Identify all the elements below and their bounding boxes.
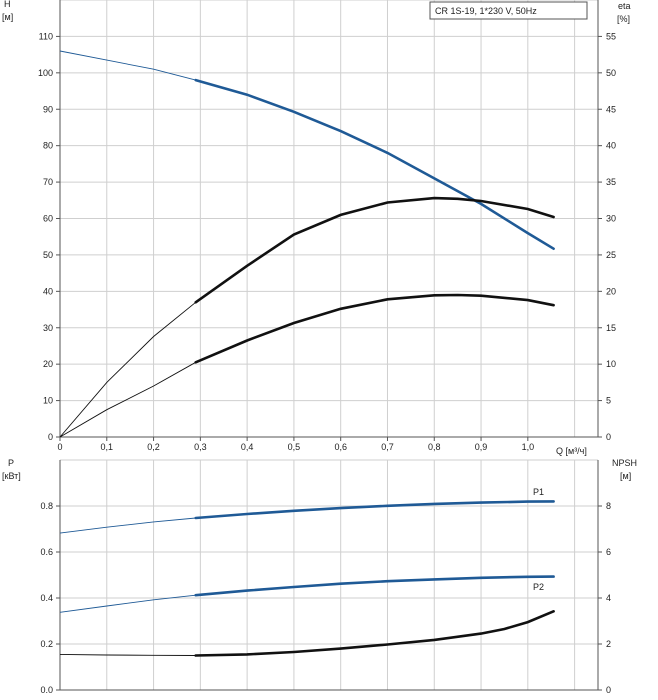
eta-tick-label: 5 — [606, 396, 611, 406]
series-curve-operating — [194, 196, 555, 304]
series-curve-operating — [194, 500, 555, 520]
power-tick-label: 0.4 — [40, 593, 53, 603]
series-curve-operating — [194, 78, 555, 250]
eta-tick-label: 35 — [606, 177, 616, 187]
power-tick-label: 0.2 — [40, 639, 53, 649]
npsh-tick-label: 4 — [606, 593, 611, 603]
npsh-tick-label: 6 — [606, 547, 611, 557]
x-tick-label: 0,8 — [428, 442, 441, 452]
x-tick-label: 0 — [57, 442, 62, 452]
x-tick-label: 0,9 — [475, 442, 488, 452]
eta-tick-label: 45 — [606, 104, 616, 114]
left-axis-label-h-unit: [м] — [2, 12, 13, 22]
series-curve-operating — [194, 293, 555, 364]
x-tick-label: 0,5 — [288, 442, 301, 452]
head-efficiency-ticks: 0 10 20 30 40 50 60 70 80 90 100 110 0 5 10 15 20 25 30 35 4… — [38, 31, 616, 452]
x-tick-label: 0,6 — [334, 442, 347, 452]
pump-title: CR 1S-19, 1*230 V, 50Hz — [435, 6, 537, 16]
series-curve-operating — [194, 575, 555, 597]
eta-tick-label: 55 — [606, 31, 616, 41]
power-npsh-axes — [59, 460, 599, 691]
x-tick-label: 0,4 — [241, 442, 254, 452]
power-npsh-series — [59, 500, 555, 657]
head-tick-label: 0 — [48, 432, 53, 442]
eta-tick-label: 50 — [606, 68, 616, 78]
right-axis-label-npsh: NPSH — [612, 458, 637, 468]
x-tick-label: 0,2 — [147, 442, 160, 452]
left-axis-label-p-unit: [кВт] — [2, 471, 21, 481]
series-label-p1: P1 — [533, 487, 544, 497]
x-tick-label: 1,0 — [522, 442, 535, 452]
series-label-p2: P2 — [533, 582, 544, 592]
pump-title-box — [429, 1, 588, 20]
power-tick-label: 0.8 — [40, 501, 53, 511]
x-tick-label: 0,1 — [101, 442, 114, 452]
power-npsh-ticks: 0.0 0.2 0.4 0.6 0.8 0 2 4 6 8 — [40, 501, 611, 695]
power-tick-label: 0.0 — [40, 685, 53, 695]
head-tick-label: 110 — [39, 31, 53, 41]
series-curve-thin — [59, 50, 554, 250]
eta-tick-label: 15 — [606, 323, 616, 333]
series-curve-thin — [59, 294, 554, 438]
left-axis-label-p: P — [8, 458, 14, 468]
left-axis-label-h: H — [4, 0, 11, 9]
head-tick-label: 60 — [43, 214, 53, 224]
head-tick-label: 20 — [43, 359, 53, 369]
head-efficiency-panel: 0 10 20 30 40 50 60 70 80 90 100 110 0 5 10 15 20 25 30 35 4… — [2, 0, 631, 456]
right-axis-label-eta-unit: [%] — [617, 14, 630, 24]
right-axis-label-eta: eta — [618, 1, 631, 11]
x-axis-label-q: Q [м³/ч] — [556, 446, 587, 456]
eta-tick-label: 10 — [606, 359, 616, 369]
head-tick-label: 70 — [43, 177, 53, 187]
npsh-tick-label: 8 — [606, 501, 611, 511]
x-tick-label: 0,7 — [381, 442, 394, 452]
head-tick-label: 40 — [43, 286, 53, 296]
head-tick-label: 90 — [43, 104, 53, 114]
head-tick-label: 50 — [43, 250, 53, 260]
power-tick-label: 0.6 — [40, 547, 53, 557]
head-tick-label: 100 — [38, 68, 53, 78]
power-npsh-panel: 0.0 0.2 0.4 0.6 0.8 0 2 4 6 8 P [кВт] NPSH [м] P1… — [2, 458, 637, 695]
x-tick-label: 0,3 — [194, 442, 207, 452]
head-tick-label: 30 — [43, 323, 53, 333]
series-curve-thin — [59, 197, 554, 438]
eta-tick-label: 25 — [606, 250, 616, 260]
eta-tick-label: 40 — [606, 141, 616, 151]
eta-tick-label: 30 — [606, 214, 616, 224]
head-tick-label: 10 — [43, 396, 53, 406]
head-tick-label: 80 — [43, 141, 53, 151]
eta-tick-label: 0 — [606, 432, 611, 442]
eta-tick-label: 20 — [606, 286, 616, 296]
series-curve-operating — [194, 610, 555, 657]
head-efficiency-series — [59, 50, 555, 438]
npsh-tick-label: 0 — [606, 685, 611, 695]
npsh-tick-label: 2 — [606, 639, 611, 649]
series-curve-thin — [59, 576, 554, 613]
right-axis-label-npsh-unit: [м] — [620, 471, 631, 481]
